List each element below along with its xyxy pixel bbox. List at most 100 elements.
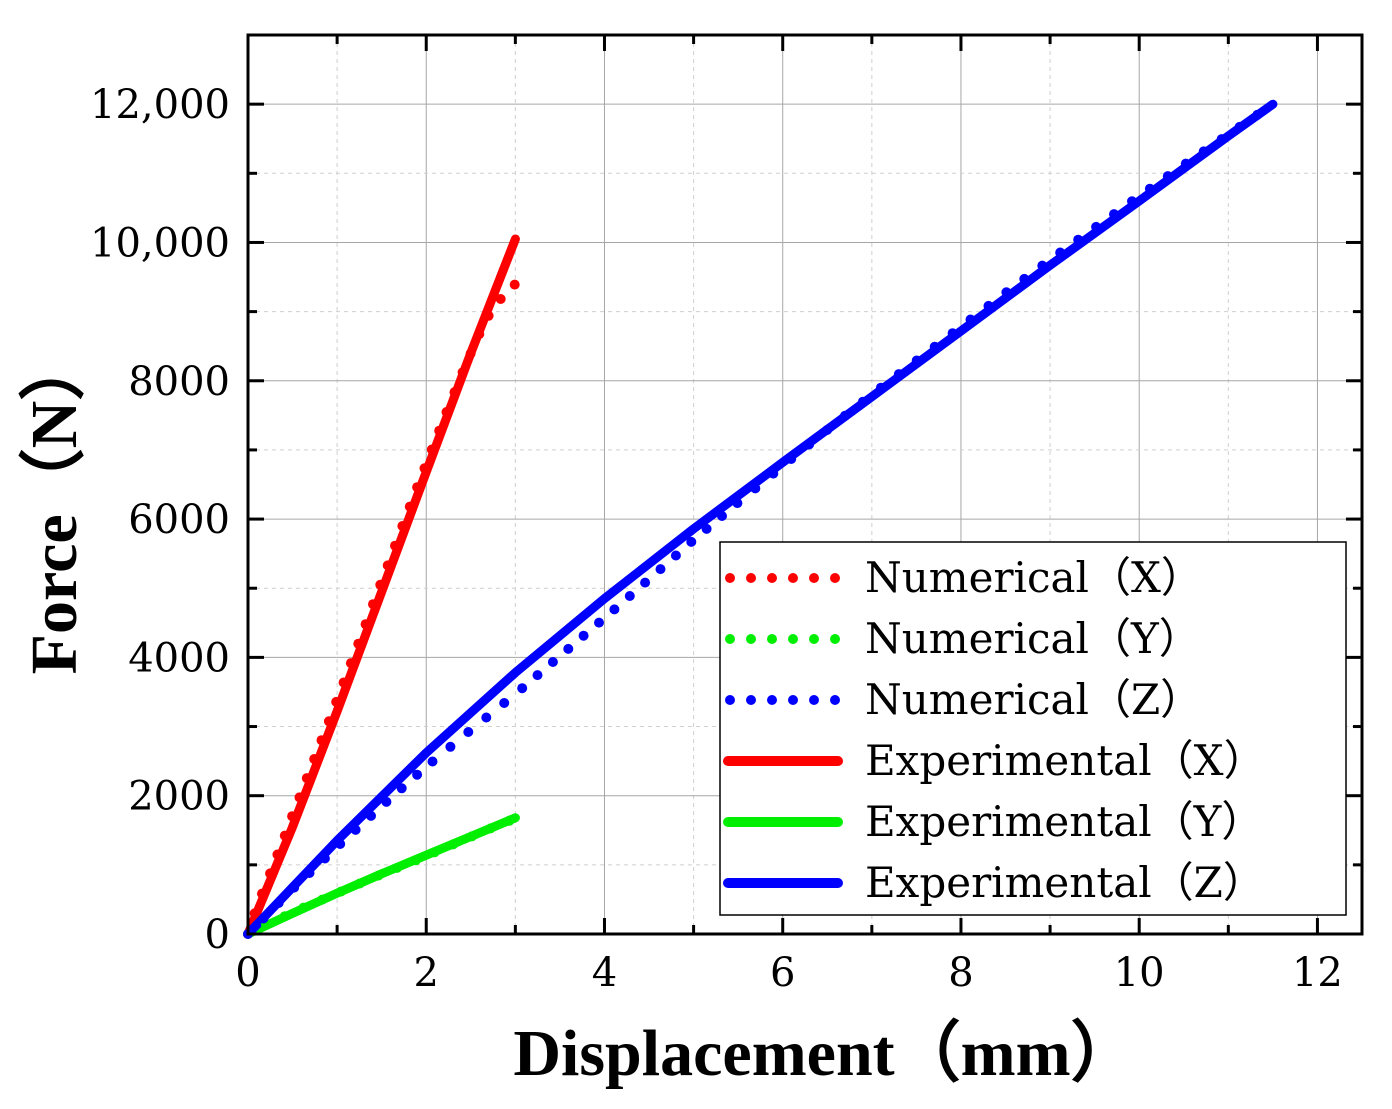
point-numerical-z: [463, 727, 474, 737]
point-numerical-x: [338, 677, 349, 688]
point-numerical-x: [279, 830, 290, 841]
series-numerical-x: [243, 279, 520, 939]
legend-dot-numerical-z: [746, 695, 756, 705]
y-tick-label: 8000: [128, 359, 230, 405]
point-numerical-x: [449, 387, 460, 398]
point-numerical-x: [301, 773, 312, 784]
point-numerical-x: [483, 310, 494, 321]
point-numerical-z: [786, 454, 797, 464]
point-numerical-z: [1162, 171, 1173, 182]
point-numerical-z: [1001, 287, 1012, 298]
x-tick-label: 0: [235, 950, 260, 996]
point-numerical-y: [466, 831, 477, 842]
point-numerical-x: [249, 908, 260, 919]
point-numerical-z: [381, 796, 392, 807]
series-numerical-z: [243, 109, 1263, 939]
point-numerical-x: [316, 735, 327, 746]
point-numerical-x: [441, 407, 452, 417]
legend-dot-numerical-x: [767, 573, 777, 583]
x-tick-label: 2: [414, 950, 439, 996]
point-numerical-z: [547, 657, 558, 667]
point-numerical-y: [335, 886, 346, 897]
point-numerical-z: [875, 382, 886, 393]
x-tick-label: 10: [1114, 950, 1165, 996]
x-tick-label: 12: [1292, 950, 1343, 996]
point-numerical-x: [353, 638, 364, 649]
point-numerical-z: [396, 783, 407, 794]
y-tick-label: 12,000: [90, 82, 230, 128]
legend-dot-numerical-x: [746, 573, 756, 583]
point-numerical-x: [360, 619, 371, 630]
legend-dot-numerical-z: [809, 695, 819, 705]
plot-frame: [246, 33, 1364, 936]
point-numerical-z: [840, 410, 850, 421]
point-numerical-y: [504, 815, 515, 826]
point-numerical-z: [1073, 234, 1084, 245]
point-numerical-z: [578, 630, 589, 641]
legend-dot-numerical-z: [767, 695, 777, 705]
legend-item-experimental-y: Experimental（Y）: [723, 797, 1263, 846]
line-experimental-z: [243, 99, 1278, 939]
legend-item-experimental-z: Experimental（Z）: [723, 858, 1265, 907]
legend-dot-numerical-x: [725, 573, 735, 583]
point-numerical-z: [804, 439, 815, 450]
series-layer: [243, 99, 1278, 939]
point-numerical-y: [485, 823, 496, 834]
point-numerical-z: [350, 824, 361, 835]
point-numerical-x: [368, 599, 378, 610]
legend-label-experimental-z: Experimental（Z）: [865, 858, 1265, 907]
point-numerical-z: [427, 756, 438, 767]
point-numerical-z: [563, 643, 574, 654]
x-tick-label: 4: [592, 950, 617, 996]
legend-dot-numerical-z: [830, 695, 840, 705]
series-experimental-z: [243, 99, 1278, 939]
y-tick-label: 0: [205, 912, 230, 958]
point-numerical-z: [929, 341, 940, 352]
point-numerical-x: [404, 501, 415, 512]
legend-item-numerical-z: Numerical（Z）: [725, 675, 1202, 724]
legend-dot-numerical-y: [767, 634, 777, 644]
legend-dot-numerical-x: [809, 573, 819, 583]
point-numerical-z: [319, 853, 330, 864]
point-numerical-x: [474, 329, 485, 340]
point-numerical-z: [1019, 273, 1030, 284]
point-numerical-y: [373, 870, 384, 881]
legend-item-numerical-x: Numerical（X）: [725, 553, 1203, 602]
legend-dot-numerical-z: [788, 695, 798, 705]
point-numerical-z: [768, 468, 779, 479]
point-numerical-x: [265, 868, 276, 879]
point-numerical-z: [594, 617, 604, 628]
legend-dot-numerical-y: [809, 634, 819, 644]
point-numerical-z: [258, 913, 269, 924]
point-numerical-x: [412, 482, 423, 493]
point-numerical-z: [1055, 247, 1066, 258]
legend-dot-numerical-y: [830, 634, 840, 644]
point-numerical-z: [670, 550, 681, 561]
point-numerical-z: [717, 511, 727, 521]
point-numerical-x: [390, 540, 400, 551]
x-axis-title: Displacement（mm）: [513, 1016, 1136, 1090]
point-numerical-z: [499, 698, 510, 708]
legend-dot-numerical-y: [746, 634, 756, 644]
tick-labels: 0 2 4 6 8 10 12 0 2000 4000 6000 8000 10,000 12,000: [90, 82, 1343, 996]
point-numerical-x: [345, 658, 356, 669]
point-numerical-x: [331, 696, 342, 707]
point-numerical-x: [426, 444, 437, 455]
point-numerical-x: [309, 754, 320, 764]
point-numerical-z: [1198, 146, 1209, 157]
legend-label-experimental-y: Experimental（Y）: [865, 797, 1263, 846]
point-numerical-z: [609, 604, 620, 615]
point-numerical-x: [323, 716, 334, 727]
point-numerical-z: [273, 898, 284, 908]
point-numerical-z: [412, 769, 423, 780]
point-numerical-z: [481, 712, 492, 723]
point-numerical-y: [448, 839, 459, 850]
legend-item-numerical-y: Numerical（Y）: [725, 614, 1201, 663]
point-numerical-y: [317, 894, 328, 905]
legend-label-experimental-x: Experimental（X）: [865, 736, 1266, 785]
point-numerical-x: [457, 367, 468, 378]
legend-dot-numerical-x: [830, 573, 840, 583]
point-numerical-z: [1109, 209, 1119, 220]
point-numerical-z: [1144, 183, 1155, 194]
